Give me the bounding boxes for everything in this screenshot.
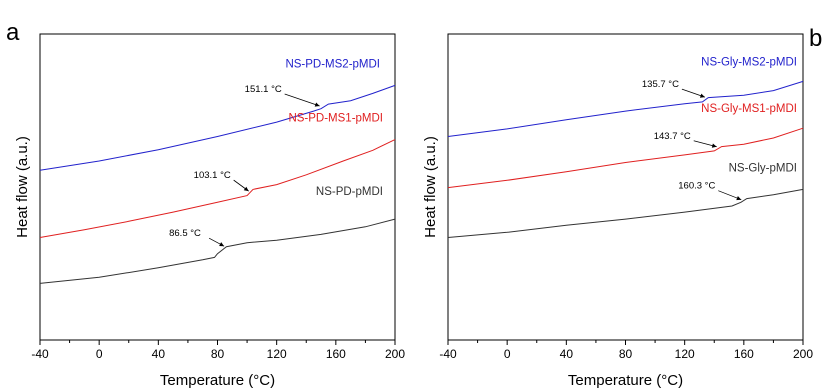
x-tick-label: 80	[211, 347, 225, 361]
series-line	[447, 127, 804, 189]
series-line	[447, 188, 804, 238]
annotation-arrow-head	[711, 143, 717, 148]
x-tick-label: 200	[385, 347, 405, 361]
x-tick-label: 80	[619, 347, 633, 361]
y-axis-label: Heat flow (a.u.)	[422, 136, 439, 238]
series-label: NS-Gly-pMDI	[729, 162, 797, 174]
chart-panel-b: b -40 0 40 80 120 160 200 Temperature (°C) Heat f…	[422, 25, 822, 389]
x-tick-label: -40	[439, 347, 457, 361]
x-tick-label: 120	[675, 347, 695, 361]
annotation-text: 160.3 °C	[678, 181, 715, 192]
annotation-arrow-line	[284, 93, 320, 107]
annotation-arrow-head	[314, 102, 320, 107]
series-line	[39, 139, 396, 238]
series-line	[447, 80, 804, 137]
annotation-arrow-head	[243, 186, 249, 192]
x-axis-label: Temperature (°C)	[160, 372, 275, 389]
series-label: NS-PD-MS2-pMDI	[285, 58, 380, 70]
x-tick-label: 40	[152, 347, 166, 361]
x-tick-label: 160	[734, 347, 754, 361]
x-tick-label: -40	[31, 347, 49, 361]
annotation-arrow-head	[736, 196, 742, 201]
annotation-arrow-head	[699, 93, 705, 98]
annotation-text: 135.7 °C	[642, 79, 679, 90]
panel-label: a	[6, 19, 20, 46]
x-tick-label: 160	[326, 347, 346, 361]
annotation-text: 86.5 °C	[169, 228, 201, 239]
x-tick-label: 0	[96, 347, 103, 361]
annotation-text: 151.1 °C	[245, 84, 282, 95]
panel-label: b	[809, 25, 822, 52]
plot-frame	[447, 33, 804, 341]
x-tick-label: 0	[504, 347, 511, 361]
series-label: NS-Gly-MS2-pMDI	[701, 56, 797, 68]
series-label: NS-PD-MS1-pMDI	[288, 113, 383, 125]
series-label: NS-PD-pMDI	[316, 186, 383, 198]
x-tick-label: 200	[793, 347, 813, 361]
series-line	[39, 218, 396, 284]
x-tick-label: 40	[560, 347, 574, 361]
x-axis-label: Temperature (°C)	[568, 372, 683, 389]
series-label: NS-Gly-MS1-pMDI	[701, 103, 797, 115]
y-axis-label: Heat flow (a.u.)	[14, 136, 31, 238]
annotation-text: 143.7 °C	[654, 131, 691, 142]
x-tick-label: 120	[267, 347, 287, 361]
chart-panel-a: a -40 0 40 80 120 160 200 Temperature (°C) Heat f…	[6, 19, 405, 389]
series-line	[39, 84, 396, 171]
annotation-text: 103.1 °C	[194, 170, 231, 181]
annotation-arrow-head	[219, 242, 225, 247]
